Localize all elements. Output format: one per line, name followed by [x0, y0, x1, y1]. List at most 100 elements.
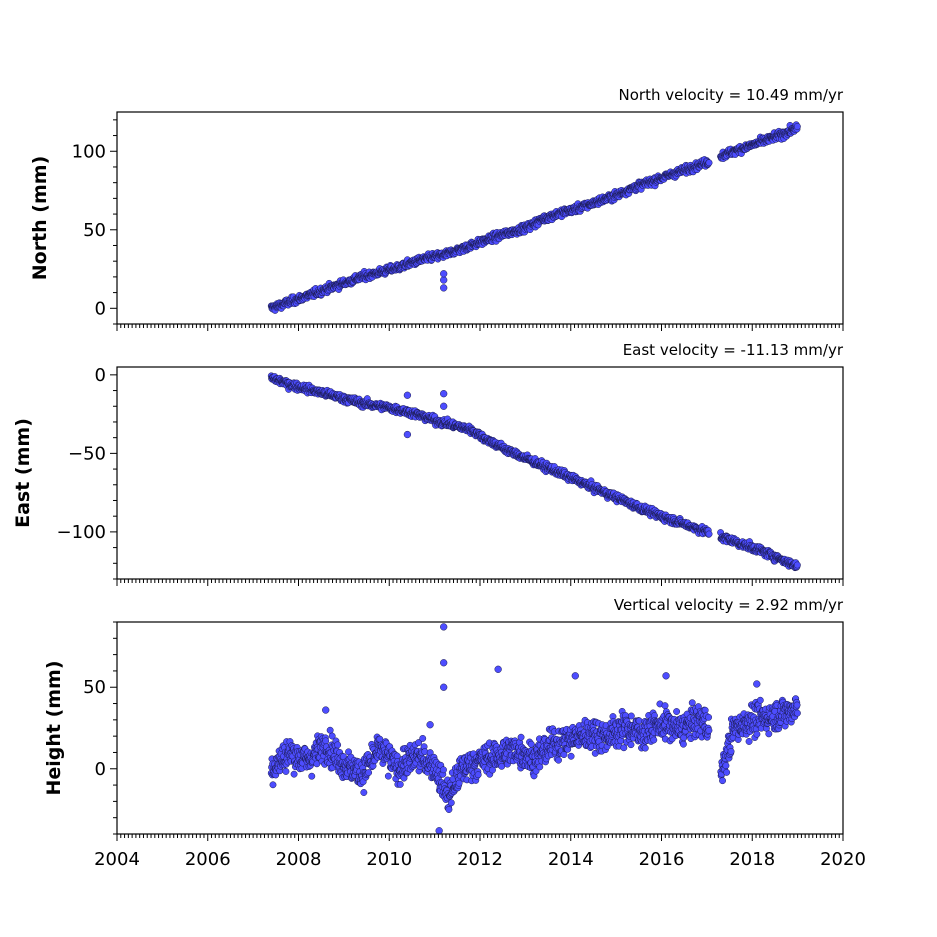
x-tick-label: 2012 [457, 849, 503, 870]
height-point [641, 744, 649, 752]
height-point [360, 789, 368, 796]
height-point [661, 702, 669, 710]
height-point [680, 734, 688, 742]
height-outlier-point [440, 623, 448, 631]
y-tick-label: 0 [95, 759, 106, 780]
height-point [489, 766, 496, 774]
height-outlier-point [435, 827, 443, 834]
height-point [474, 771, 482, 779]
height-point [756, 696, 764, 704]
height-point [308, 772, 316, 780]
x-tick-label: 2020 [820, 849, 866, 870]
height-point [269, 781, 277, 789]
north-point [705, 159, 713, 167]
north-panel: North velocity = 10.49 mm/yr North (mm) … [29, 86, 844, 331]
x-tick-label: 2006 [185, 849, 231, 870]
north-outlier-point [440, 284, 448, 292]
height-point [365, 769, 373, 777]
x-tick-label: 2008 [276, 849, 322, 870]
height-point [326, 726, 334, 734]
y-tick-label: 100 [72, 141, 106, 162]
y-tick-label: 0 [95, 365, 106, 386]
east-axis-label: East (mm) [12, 418, 34, 528]
height-point [334, 741, 342, 749]
x-tick-label: 2016 [639, 849, 685, 870]
east-velocity-title: East velocity = -11.13 mm/yr [623, 341, 844, 359]
y-tick-label: 50 [83, 220, 106, 241]
height-point [282, 768, 290, 775]
height-outlier-point [440, 683, 448, 691]
height-outlier-point [662, 672, 670, 680]
height-point [455, 779, 463, 787]
height-point [445, 806, 453, 813]
height-point [384, 772, 392, 780]
height-outlier-point [494, 665, 502, 673]
height-outlier-point [440, 659, 448, 667]
height-point [376, 735, 384, 743]
east-outlier-point [403, 391, 412, 399]
north-points [267, 121, 801, 314]
height-points [267, 623, 801, 834]
height-point [722, 762, 730, 770]
height-panel: Vertical velocity = 2.92 mm/yr Height (m… [43, 596, 866, 870]
height-point [635, 717, 643, 725]
x-tick-label: 2018 [729, 849, 775, 870]
height-point [536, 763, 544, 771]
height-point [723, 768, 731, 776]
height-outlier-point [571, 672, 579, 680]
north-axes-frame [116, 111, 844, 325]
height-point [688, 699, 696, 707]
height-point [753, 730, 761, 738]
y-tick-label: 50 [83, 677, 106, 698]
north-outlier-point [440, 270, 448, 278]
height-outlier-point [753, 680, 761, 688]
height-point [567, 752, 575, 760]
east-panel: East velocity = -11.13 mm/yr East (mm) 0… [12, 341, 844, 586]
height-point [440, 766, 447, 774]
east-outlier-point [440, 402, 448, 410]
y-tick-label: −100 [57, 522, 106, 543]
north-velocity-title: North velocity = 10.49 mm/yr [619, 86, 844, 104]
height-point [679, 740, 687, 748]
height-point [719, 777, 726, 785]
height-point [322, 737, 330, 745]
x-tick-label: 2014 [548, 849, 594, 870]
vertical-velocity-title: Vertical velocity = 2.92 mm/yr [614, 596, 844, 614]
y-tick-label: −50 [68, 443, 106, 464]
east-outlier-point [440, 390, 448, 398]
height-point [765, 730, 773, 738]
height-point [745, 738, 753, 745]
height-point [415, 739, 423, 747]
height-outlier-point [426, 721, 434, 729]
east-points [267, 372, 801, 572]
height-point [328, 732, 336, 740]
north-outlier-point [440, 276, 448, 284]
north-axis-label: North (mm) [29, 156, 51, 281]
height-point [650, 736, 658, 744]
height-point [555, 756, 562, 764]
x-tick-label: 2004 [94, 849, 140, 870]
y-tick-label: 0 [95, 298, 106, 319]
height-point [517, 733, 525, 741]
height-point [701, 706, 709, 714]
height-point [793, 709, 801, 717]
height-point [705, 727, 713, 734]
height-point [673, 708, 681, 715]
height-point [447, 799, 455, 807]
height-point [290, 770, 298, 778]
height-point [627, 741, 635, 749]
height-axis-label: Height (mm) [43, 660, 65, 795]
east-outlier-point [403, 430, 412, 439]
east-axes-frame [116, 366, 844, 580]
north-point [793, 123, 801, 130]
east-point [793, 561, 801, 569]
height-point [627, 712, 635, 720]
x-tick-label: 2010 [366, 849, 412, 870]
height-point [620, 744, 628, 752]
height-point [705, 713, 713, 721]
height-point [396, 780, 404, 788]
height-point [419, 735, 427, 742]
height-point [793, 701, 801, 709]
height-outlier-point [322, 706, 330, 714]
